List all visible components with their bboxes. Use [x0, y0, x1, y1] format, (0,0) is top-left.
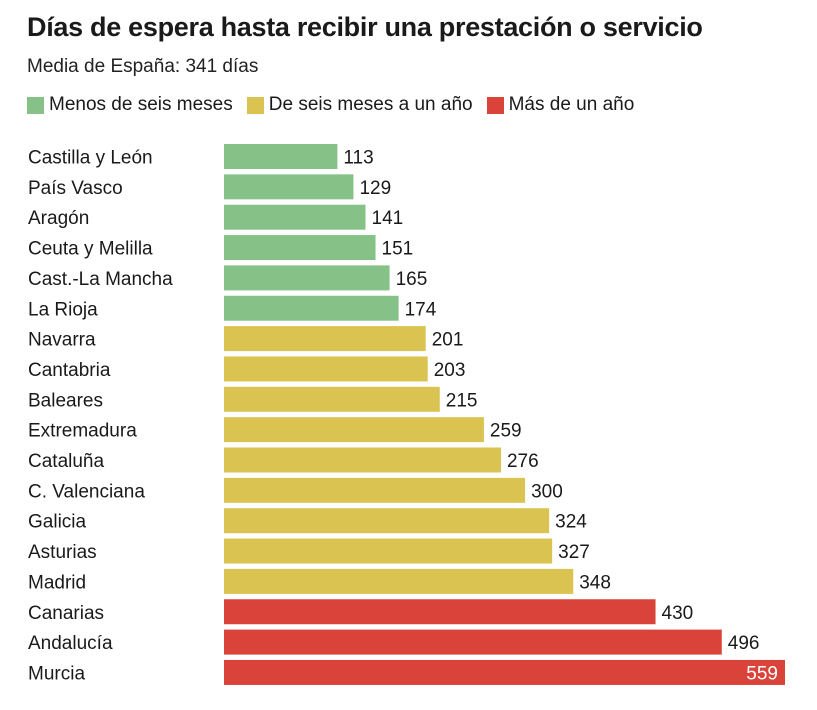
bar-cantabria	[224, 356, 428, 382]
value-label-pais-vasco: 129	[359, 178, 391, 199]
category-label-asturias: Asturias	[28, 542, 97, 563]
value-label-extremadura: 259	[490, 421, 522, 442]
bar-extremadura	[224, 417, 484, 443]
value-label-cataluna: 276	[507, 451, 539, 472]
value-label-canarias: 430	[662, 603, 694, 624]
bar-madrid	[224, 568, 574, 594]
value-label-asturias: 327	[558, 542, 590, 563]
bar-aragon	[224, 204, 366, 230]
bar-andalucia	[224, 629, 722, 655]
category-label-baleares: Baleares	[28, 390, 103, 411]
legend-item-medium: De seis meses a un año	[246, 94, 473, 116]
category-label-navarra: Navarra	[28, 330, 96, 351]
bar-murcia	[224, 659, 785, 685]
value-label-castilla-y-leon: 113	[343, 148, 373, 169]
value-label-la-rioja: 174	[405, 299, 437, 320]
legend-label-medium: De seis meses a un año	[268, 94, 473, 115]
category-label-cantabria: Cantabria	[28, 360, 111, 381]
value-label-aragon: 141	[372, 208, 404, 229]
legend-label-short: Menos de seis meses	[49, 94, 233, 115]
bar-asturias	[224, 538, 553, 564]
value-label-c-valenciana: 300	[531, 481, 563, 502]
legend-swatch-long	[486, 96, 504, 114]
bar-pais-vasco	[224, 174, 354, 200]
category-label-murcia: Murcia	[28, 663, 85, 684]
bar-castilla-y-leon	[224, 144, 338, 169]
legend-swatch-short	[27, 96, 44, 114]
value-label-murcia: 559	[746, 663, 778, 684]
bar-cataluna	[224, 447, 501, 473]
value-label-baleares: 215	[446, 390, 478, 411]
value-label-madrid: 348	[579, 572, 611, 593]
category-label-canarias: Canarias	[28, 603, 104, 624]
legend-label-long: Más de un año	[508, 94, 635, 115]
value-label-galicia: 324	[555, 512, 587, 533]
value-label-cast-la-mancha: 165	[396, 269, 428, 290]
legend-swatch-medium	[246, 96, 264, 114]
category-label-cast-la-mancha: Cast.-La Mancha	[28, 269, 173, 290]
category-label-pais-vasco: País Vasco	[28, 178, 123, 199]
bar-galicia	[224, 508, 550, 534]
bar-ceuta-y-melilla	[224, 235, 376, 261]
chart-subtitle: Media de España: 341 días	[27, 56, 259, 77]
category-label-la-rioja: La Rioja	[28, 299, 98, 320]
category-label-c-valenciana: C. Valenciana	[28, 481, 145, 502]
bar-navarra	[224, 326, 426, 352]
category-label-ceuta-y-melilla: Ceuta y Melilla	[28, 239, 153, 260]
category-label-madrid: Madrid	[28, 572, 86, 593]
value-label-cantabria: 203	[434, 360, 466, 381]
value-label-andalucia: 496	[728, 633, 760, 654]
category-label-aragon: Aragón	[28, 208, 89, 229]
value-label-navarra: 201	[432, 330, 464, 351]
category-label-extremadura: Extremadura	[28, 421, 137, 442]
bar-baleares	[224, 386, 440, 412]
legend-item-short: Menos de seis meses	[27, 94, 233, 116]
category-label-cataluna: Cataluña	[28, 451, 104, 472]
bar-la-rioja	[224, 295, 399, 321]
value-label-ceuta-y-melilla: 151	[382, 239, 414, 260]
category-label-castilla-y-leon: Castilla y León	[28, 148, 153, 169]
legend-item-long: Más de un año	[486, 94, 635, 116]
bar-cast-la-mancha	[224, 265, 390, 291]
chart-title: Días de espera hasta recibir una prestac…	[27, 12, 703, 42]
bar-c-valenciana	[224, 477, 526, 503]
legend: Menos de seis meses De seis meses a un a…	[27, 94, 648, 116]
category-label-andalucia: Andalucía	[28, 633, 113, 654]
category-label-galicia: Galicia	[28, 512, 87, 533]
bar-canarias	[224, 599, 656, 625]
